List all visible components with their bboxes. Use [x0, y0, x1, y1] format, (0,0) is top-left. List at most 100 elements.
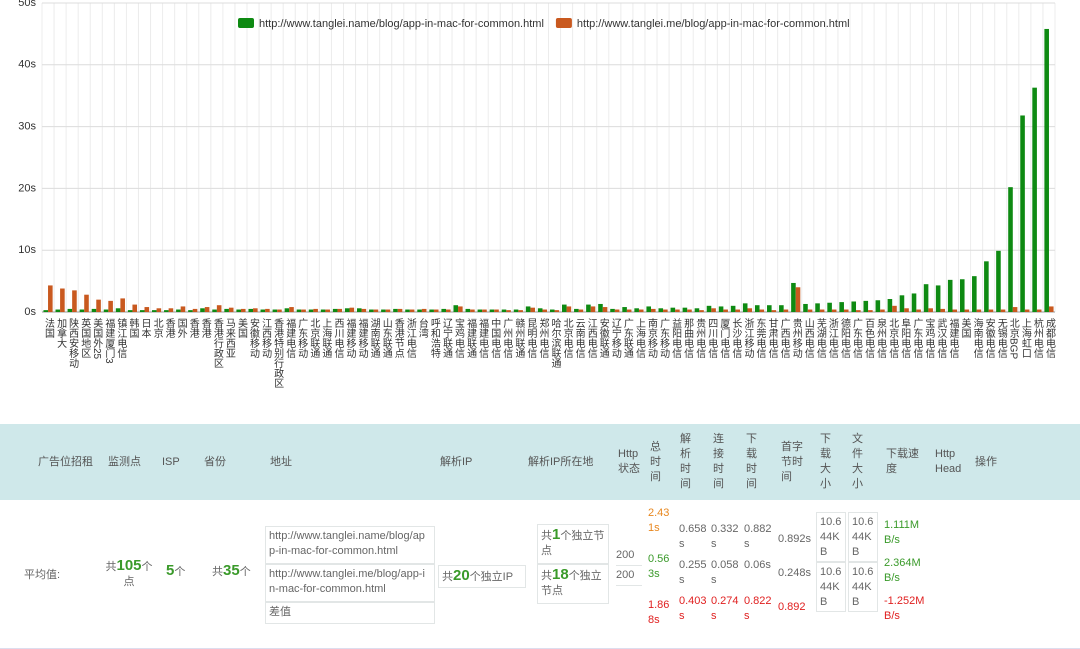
- x-tick-label: 美国: [235, 317, 247, 339]
- bar: [610, 308, 615, 312]
- bar: [843, 309, 849, 312]
- time: 0.882s: [744, 523, 772, 550]
- bar: [687, 309, 692, 312]
- x-tick-label: 福建电信: [284, 317, 296, 359]
- x-tick-label: 广东联通: [621, 318, 633, 358]
- header-cell: 下载时间: [746, 433, 757, 490]
- bar: [947, 279, 953, 312]
- bar: [807, 309, 813, 312]
- size: 10.644KB: [816, 512, 846, 562]
- time: 0.892s: [778, 533, 812, 545]
- bar: [192, 308, 198, 312]
- location-list: 共1个独立节点 共18个独立节点: [537, 524, 609, 604]
- x-tick-label: 广东移动: [296, 318, 308, 359]
- x-tick-label: 美国外25: [91, 317, 103, 360]
- x-tick-label: 北京联通: [308, 318, 320, 358]
- count: 1: [552, 526, 561, 543]
- y-tick-label: 10s: [18, 244, 36, 256]
- x-tick-label: 无锡电信: [995, 318, 1007, 359]
- x-tick-label: 福建移动: [356, 317, 368, 359]
- bar: [349, 307, 355, 312]
- time: 0.563s: [648, 553, 670, 580]
- bar: [506, 310, 511, 312]
- x-tick-label: 益阳电信: [670, 317, 682, 359]
- x-tick-label: 郑州电信: [537, 317, 549, 359]
- download-time: 0.882s 0.06s 0.822s: [744, 522, 772, 624]
- address-diff: 差值: [265, 602, 435, 624]
- header-cell: 解析IP所在地: [528, 455, 594, 468]
- header-cell: 解析IP: [440, 455, 473, 468]
- bar: [84, 294, 89, 312]
- bar: [911, 293, 917, 312]
- count: 5: [166, 562, 175, 579]
- x-tick-label: 南京移动: [646, 317, 658, 359]
- status: 200: [616, 546, 642, 566]
- province-count: 共35个: [212, 563, 251, 580]
- bar: [253, 308, 258, 312]
- text: 个: [174, 566, 186, 578]
- text: 共: [212, 566, 223, 578]
- size: 10.644KB: [848, 512, 878, 562]
- x-tick-label: 福建厦门3: [103, 317, 115, 364]
- table-header: 广告位招租 监测点 ISP 省份 地址 解析IP 解析IP所在地 Http状态 …: [0, 424, 1080, 500]
- header-cell: ISP: [162, 455, 180, 468]
- bar: [236, 309, 241, 312]
- bar: [489, 309, 495, 312]
- bar: [356, 308, 362, 312]
- bar: [381, 309, 386, 312]
- bar: [651, 308, 656, 312]
- bar: [815, 303, 820, 312]
- bar: [578, 309, 584, 312]
- x-tick-label: 广西电信: [778, 318, 790, 359]
- bar: [602, 307, 608, 312]
- bar: [1012, 307, 1018, 312]
- header-cell: 操作: [975, 455, 997, 468]
- bar: [176, 309, 181, 312]
- x-tick-label: 马来西亚: [223, 318, 235, 358]
- bar: [549, 309, 555, 312]
- bar: [417, 309, 422, 312]
- bar: [48, 285, 53, 312]
- bar: [67, 308, 73, 312]
- bar: [313, 308, 318, 312]
- bar: [562, 304, 567, 312]
- bar: [248, 308, 254, 312]
- bar: [718, 306, 724, 312]
- bar: [1036, 309, 1042, 312]
- bar: [188, 310, 193, 312]
- bar: [988, 309, 994, 312]
- bar: [598, 303, 603, 312]
- bar: [60, 288, 65, 312]
- x-tick-label: 昆明电信: [525, 318, 537, 359]
- bar: [260, 309, 266, 312]
- x-tick-label: 香港: [163, 318, 175, 338]
- x-tick-label: 广东电信: [851, 318, 863, 359]
- y-tick-label: 0s: [24, 306, 36, 318]
- header-cell: 地址: [270, 455, 292, 468]
- count: 20: [453, 567, 470, 584]
- bar: [277, 309, 282, 312]
- x-tick-label: 安徽联通: [597, 317, 609, 358]
- total-time: 2.431s 0.563s 1.868s: [648, 506, 674, 628]
- x-tick-label: 西川电信: [332, 318, 344, 359]
- x-tick-label: 台湾: [416, 317, 428, 339]
- text: 个独立节点: [541, 530, 605, 557]
- bar: [574, 308, 579, 312]
- x-tick-label: 中国电信: [489, 317, 501, 359]
- time: 0.248s: [778, 567, 812, 579]
- x-tick-label: 东莞电信: [754, 317, 766, 359]
- x-tick-label: 呼和浩特: [428, 318, 440, 358]
- bar: [115, 308, 121, 312]
- header-cell: 监测点: [108, 455, 141, 468]
- bar: [795, 287, 801, 312]
- bar: [405, 309, 410, 312]
- bar: [156, 308, 162, 312]
- bar: [996, 250, 1001, 312]
- bar: [626, 309, 632, 312]
- bar: [477, 309, 483, 312]
- bar: [771, 310, 777, 312]
- time: 0.892: [778, 601, 806, 613]
- x-tick-label: 香港节点: [392, 318, 404, 359]
- bar: [759, 309, 765, 312]
